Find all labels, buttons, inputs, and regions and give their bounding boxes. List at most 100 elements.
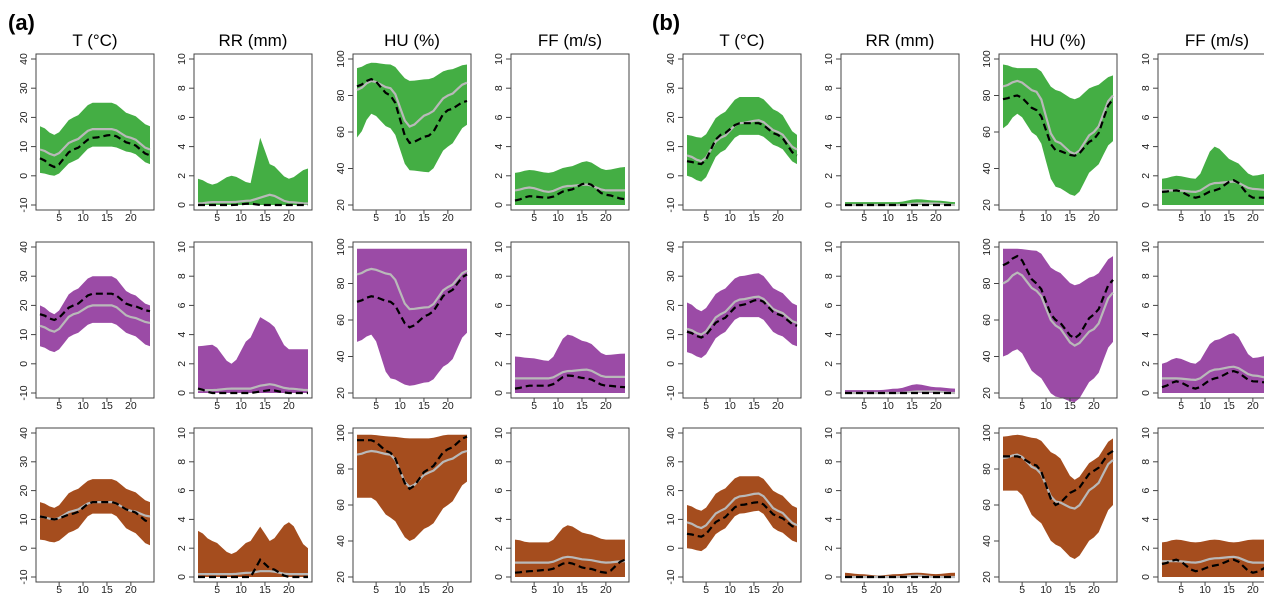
y-tick-label-ga-r1-c1: 30: [18, 82, 30, 94]
x-tick-label-gb-r3-c1: 10: [724, 584, 736, 594]
small-plot-ga-r3-c3: 20 40 60 80 100 5 10 15 20: [335, 424, 472, 594]
x-tick-label-ga-r1-c4: 10: [552, 212, 564, 224]
y-tick-label-gb-r2-c2: 10: [823, 241, 835, 253]
mean-line-ga-r2-c4: [515, 368, 625, 380]
x-tick-label-ga-r2-c4: 20: [600, 400, 612, 412]
y-tick-label-ga-r1-c1: -10: [18, 197, 30, 212]
column-title-ga-r1-c2: RR (mm): [219, 31, 288, 50]
y-tick-label-ga-r3-c1: -10: [18, 569, 30, 584]
y-tick-label-gb-r3-c2: 2: [823, 545, 835, 551]
envelope-band-gb-r1-c1: [687, 97, 797, 182]
mean-line-ga-r2-c2: [198, 383, 309, 392]
small-plot-ga-r2-c4: 0 2 4 6 8 10 5 10 15 20: [493, 241, 630, 412]
x-tick-label-ga-r1-c3: 10: [394, 212, 406, 224]
y-tick-label-gb-r2-c3: 40: [981, 351, 993, 363]
plot-frame-ga-r3-c4: [510, 427, 630, 583]
y-tick-label-ga-r3-c2: 0: [176, 574, 188, 580]
x-tick-label-ga-r2-c2: 15: [259, 400, 271, 412]
mean-line-gb-r2-c3: [1002, 271, 1114, 347]
y-tick-label-gb-r3-c1: -10: [665, 569, 677, 584]
y-tick-label-gb-r1-c3: 20: [981, 199, 993, 211]
y-tick-label-gb-r2-c3: 20: [981, 387, 993, 399]
x-tick-label-gb-r1-c1: 5: [703, 212, 709, 224]
y-tick-label-gb-r3-c1: 10: [665, 513, 677, 525]
plot-frame-gb-r1-c4: [1157, 53, 1264, 211]
y-tick-label-gb-r3-c1: 40: [665, 427, 677, 439]
plot-frame-gb-r1-c1: [682, 53, 802, 211]
plot-frame-ga-r1-c1: [35, 53, 155, 211]
x-tick-label-gb-r3-c2: 20: [930, 584, 942, 594]
x-tick-label-ga-r1-c1: 10: [77, 212, 89, 224]
x-tick-label-ga-r1-c1: 20: [125, 212, 137, 224]
observed-line-ga-r2-c3: [356, 273, 468, 329]
small-plot-gb-r2-c2: 0 2 4 6 8 10 5 10 15 20: [823, 241, 960, 412]
y-tick-label-ga-r3-c3: 100: [335, 424, 347, 442]
observed-line-ga-r3-c2: [198, 557, 308, 579]
y-tick-label-ga-r3-c2: 6: [176, 488, 188, 494]
envelope-band-gb-r2-c1: [687, 273, 797, 358]
x-tick-label-ga-r2-c2: 10: [235, 400, 247, 412]
y-tick-label-gb-r1-c2: 4: [823, 144, 835, 150]
x-tick-label-ga-r3-c4: 15: [576, 584, 588, 594]
y-tick-label-gb-r2-c1: 0: [665, 361, 677, 367]
x-tick-label-ga-r1-c3: 5: [373, 212, 379, 224]
x-tick-label-ga-r2-c3: 10: [394, 400, 406, 412]
y-tick-label-ga-r3-c2: 10: [176, 427, 188, 439]
small-plot-gb-r1-c4: 0 2 4 6 8 10 5 10 15 20 FF (m/s): [1140, 31, 1264, 224]
y-tick-label-ga-r2-c4: 10: [493, 241, 505, 253]
x-tick-label-gb-r3-c3: 10: [1040, 584, 1052, 594]
x-tick-label-gb-r2-c2: 5: [861, 400, 867, 412]
envelope-band-ga-r3-c4: [515, 525, 625, 577]
plot-frame-ga-r2-c4: [510, 241, 630, 399]
x-tick-label-gb-r1-c1: 20: [772, 212, 784, 224]
small-plot-gb-r3-c3: 20 40 60 80 100 5 10 15 20: [981, 424, 1118, 594]
observed-line-gb-r3-c3: [1003, 450, 1114, 507]
small-plot-ga-r2-c1: -10 0 10 20 30 40 5 10 15 20: [18, 241, 155, 412]
y-tick-label-ga-r1-c4: 0: [493, 202, 505, 208]
y-tick-label-gb-r1-c4: 8: [1140, 85, 1152, 91]
x-tick-label-ga-r3-c1: 10: [77, 584, 89, 594]
y-tick-label-ga-r2-c2: 10: [176, 241, 188, 253]
y-tick-label-ga-r1-c1: 20: [18, 111, 30, 123]
mean-line-ga-r1-c3: [356, 79, 468, 128]
y-tick-label-gb-r2-c2: 6: [823, 302, 835, 308]
plot-frame-ga-r1-c4: [510, 53, 630, 211]
mean-line-ga-r3-c4: [515, 555, 626, 564]
x-tick-label-ga-r3-c1: 20: [125, 584, 137, 594]
envelope-band-ga-r1-c3: [357, 62, 467, 173]
mean-line-gb-r3-c4: [1162, 555, 1264, 564]
x-tick-label-ga-r2-c1: 15: [101, 400, 113, 412]
y-tick-label-gb-r2-c2: 0: [823, 390, 835, 396]
x-tick-label-gb-r3-c3: 15: [1064, 584, 1076, 594]
observed-line-gb-r3-c4: [1161, 558, 1264, 574]
y-tick-label-ga-r3-c3: 20: [335, 571, 347, 583]
y-tick-label-gb-r1-c2: 10: [823, 53, 835, 65]
y-tick-label-gb-r2-c3: 100: [981, 238, 993, 256]
x-tick-label-gb-r1-c3: 15: [1064, 212, 1076, 224]
y-tick-label-gb-r1-c1: 10: [665, 141, 677, 153]
y-tick-label-ga-r1-c1: 40: [18, 53, 30, 65]
mean-line-ga-r1-c2: [197, 193, 309, 205]
y-tick-label-gb-r2-c2: 4: [823, 332, 835, 338]
envelope-band-ga-r2-c3: [357, 248, 467, 386]
x-tick-label-ga-r3-c3: 10: [394, 584, 406, 594]
mean-line-gb-r3-c3: [1002, 453, 1114, 510]
x-tick-label-ga-r3-c4: 5: [531, 584, 537, 594]
y-tick-label-gb-r2-c2: 2: [823, 361, 835, 367]
x-tick-label-ga-r2-c2: 5: [214, 400, 220, 412]
x-tick-label-ga-r1-c2: 15: [259, 212, 271, 224]
y-tick-label-gb-r3-c3: 100: [981, 424, 993, 442]
y-tick-label-ga-r2-c1: 30: [18, 270, 30, 282]
y-tick-label-gb-r2-c4: 6: [1140, 302, 1152, 308]
x-tick-label-ga-r3-c1: 5: [56, 584, 62, 594]
observed-line-ga-r2-c4: [514, 374, 626, 390]
y-tick-label-gb-r1-c1: 20: [665, 111, 677, 123]
y-tick-label-ga-r2-c2: 2: [176, 361, 188, 367]
y-tick-label-gb-r1-c3: 40: [981, 163, 993, 175]
y-tick-label-gb-r3-c4: 10: [1140, 427, 1152, 439]
small-plot-ga-r1-c2: 0 2 4 6 8 10 5 10 15 20 RR (mm): [176, 31, 313, 224]
x-tick-label-ga-r1-c2: 10: [235, 212, 247, 224]
y-tick-label-ga-r3-c4: 6: [493, 488, 505, 494]
y-tick-label-ga-r2-c2: 0: [176, 390, 188, 396]
envelope-band-ga-r2-c1: [40, 276, 150, 353]
